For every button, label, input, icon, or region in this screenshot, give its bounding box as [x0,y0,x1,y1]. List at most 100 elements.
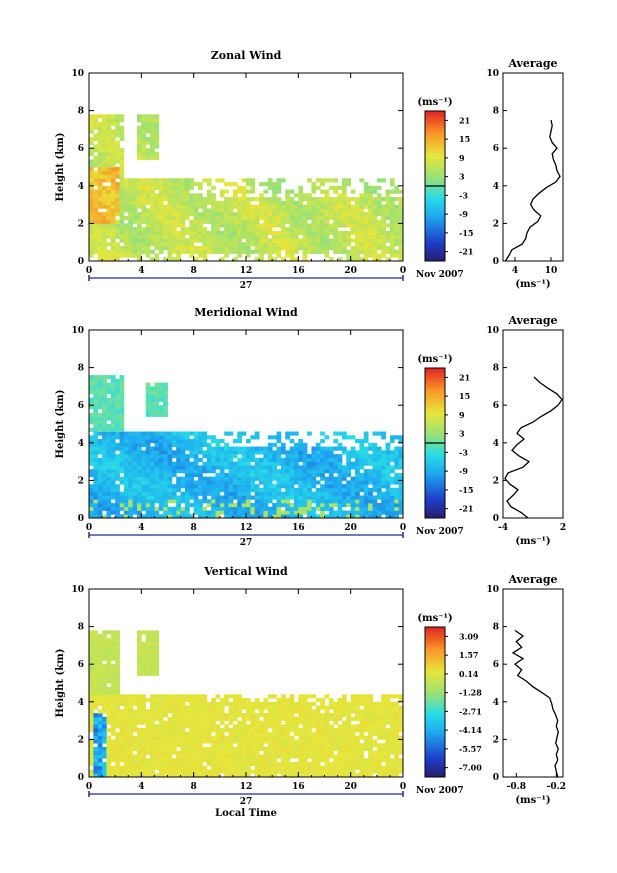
heatmap-cell [158,204,164,209]
heatmap-cell [250,234,256,239]
heatmap-cell [150,469,155,474]
heatmap-cell [394,204,400,209]
heatmap-cell [359,245,365,251]
heatmap-cell [394,212,400,217]
heatmap-cell [232,454,238,459]
heatmap-cell [206,197,212,202]
heatmap-cell [106,412,112,417]
heatmap-cell [89,227,94,232]
heatmap-cell [315,212,321,217]
heatmap-cell [193,769,199,774]
heatmap-cell [106,461,112,466]
heatmap-cell [337,499,343,504]
heatmap-cell [337,716,343,721]
heatmap-cell [180,435,186,440]
heatmap-cell [328,724,334,729]
heatmap-cell [285,450,291,455]
heatmap-cell [119,491,125,496]
heatmap-cell [141,155,147,160]
heatmap-cell [254,769,260,774]
heatmap-cell [359,450,365,455]
heatmap-cell [158,185,164,190]
heatmap-cell [123,499,129,504]
heatmap-cell [385,457,391,462]
heatmap-cell [158,698,164,703]
heatmap-cell [259,499,264,504]
heatmap-cell [97,664,103,669]
heatmap-cell [158,442,164,447]
heatmap-cell [150,178,155,183]
heatmap-cell [180,197,186,202]
heatmap-cell [346,469,352,474]
heatmap-cell [145,487,151,493]
heatmap-cell [368,773,373,778]
heatmap-cell [145,484,151,489]
heatmap-cell [328,750,334,755]
heatmap-cell [302,739,308,744]
heatmap-cell [123,758,129,763]
heatmap-cell [219,476,225,481]
heatmap-cell [176,193,181,198]
heatmap-cell [320,197,325,202]
heatmap-cell [176,249,181,254]
heatmap-cell [289,215,295,221]
heatmap-cell [110,495,116,500]
y-tick-label: 10 [71,326,84,336]
heatmap-cell [389,506,395,511]
heatmap-cell [154,645,160,650]
colorbar-swatch [425,218,445,222]
heatmap-cell [372,446,378,451]
heatmap-cell [289,454,295,459]
heatmap-cell [276,208,282,213]
heatmap-cell [106,208,112,213]
x-tick-label: 20 [344,523,357,533]
heatmap-cell [158,446,164,451]
heatmap-cell [337,431,343,436]
heatmap-cell [150,408,155,414]
heatmap-cell [333,746,338,752]
heatmap-cell [263,506,269,511]
heatmap-cell [232,234,238,239]
heatmap-cell [106,457,112,462]
heatmap-cell [250,495,256,500]
heatmap-cell [93,634,99,639]
heatmap-cell [320,705,325,710]
heatmap-cell [350,487,356,493]
heatmap-cell [324,189,330,194]
colorbar-swatch [425,468,445,471]
heatmap-cell [224,761,229,767]
heatmap-cell [324,739,330,744]
heatmap-cell [145,743,151,748]
heatmap-cell [381,465,386,470]
heatmap-cell [150,129,155,134]
heatmap-cell [289,769,295,774]
heatmap-cell [368,230,373,236]
heatmap-cell [381,758,386,763]
heatmap-cell [215,212,221,217]
heatmap-cell [337,204,343,209]
heatmap-cell [119,163,125,168]
heatmap-cell [141,720,147,725]
heatmap-cell [315,705,321,710]
heatmap-cell [136,705,142,710]
heatmap-cell [110,386,116,391]
heatmap-cell [202,242,208,247]
heatmap-cell [293,510,299,515]
heatmap-cell [293,487,299,493]
heatmap-cell [293,495,299,500]
heatmap-cell [293,709,299,714]
heatmap-cell [376,461,382,466]
heatmap-cell [272,193,277,198]
heatmap-cell [355,765,360,770]
heatmap-cell [219,230,225,236]
heatmap-cell [184,750,190,755]
heatmap-cell [259,705,264,710]
heatmap-cell [237,495,243,500]
heatmap-cell [171,234,177,239]
heatmap-cell [293,212,299,217]
heatmap-cell [324,204,330,209]
heatmap-cell [193,499,199,504]
heatmap-cell [97,675,103,680]
heatmap-cell [224,773,229,778]
heatmap-cell [141,435,147,440]
